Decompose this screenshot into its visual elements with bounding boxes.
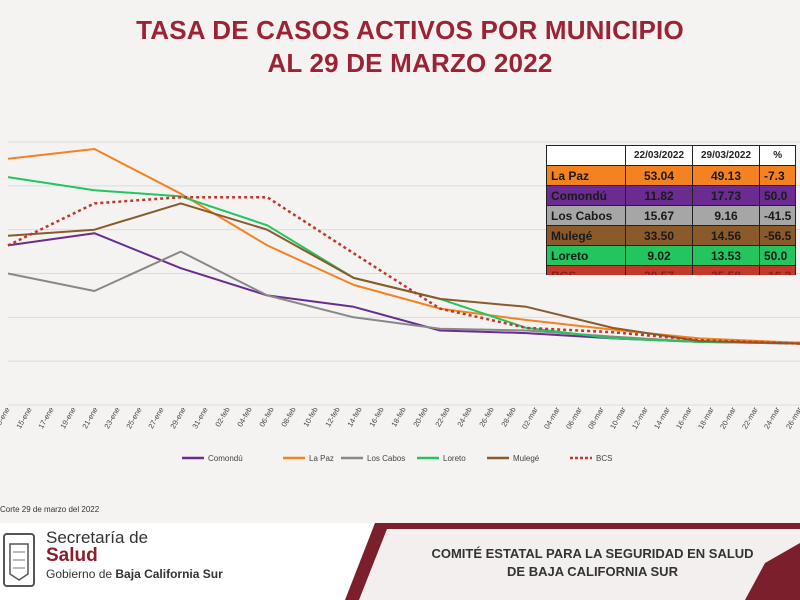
x-tick-label: 17-ene (36, 406, 55, 431)
row-percent-cell: -7.3 (758, 165, 797, 186)
x-tick-label: 10-feb (301, 406, 319, 429)
line-chart: 13-ene 15-ene 17-ene 19-ene 21-ene 23-ene 25-e… (0, 141, 800, 463)
series-line (7, 195, 800, 345)
x-tick-label: 04-feb (235, 406, 253, 429)
row-name-cell: La Paz (546, 165, 626, 186)
table-row: Comondú 11.82 17.73 50.0 (546, 185, 797, 206)
x-tick-label: 23-ene (102, 406, 121, 431)
series-line (7, 202, 800, 345)
x-tick-label: 28-feb (499, 406, 517, 429)
table-header-cell (546, 145, 626, 166)
x-tick-label: 14-feb (345, 406, 363, 429)
page-title: TASA DE CASOS ACTIVOS POR MUNICIPIO AL 2… (90, 14, 730, 80)
legend-label: Loreto (443, 454, 466, 463)
x-tick-label: 16-mar (674, 405, 694, 431)
x-tick-label: 12-feb (323, 406, 341, 429)
gobierno-label: Gobierno de Baja California Sur (46, 567, 223, 581)
legend-label: Los Cabos (367, 454, 405, 463)
x-tick-label: 26-mar (784, 405, 800, 431)
gobierno-state: Baja California Sur (115, 567, 223, 581)
legend-label: La Paz (309, 454, 334, 463)
x-tick-label: 15-ene (14, 406, 33, 431)
data-table-wrapper: 22/03/2022 29/03/2022 % La Paz 53.04 49.13… (546, 145, 800, 275)
x-tick-label: 19-ene (58, 406, 77, 431)
row-name-cell: Los Cabos (546, 205, 626, 226)
committee-line-1: COMITÉ ESTATAL PARA LA SEGURIDAD EN SALU… (431, 546, 754, 561)
row-percent-cell: -56.5 (758, 225, 797, 246)
row-value-29mar-cell: 14.56 (692, 225, 760, 246)
x-tick-label: 06-mar (564, 405, 584, 431)
legend-label: BCS (596, 454, 612, 463)
x-tick-label: 04-mar (542, 405, 562, 431)
table-row: Los Cabos 15.67 9.16 -41.5 (546, 205, 797, 226)
row-value-29mar-cell: 9.16 (692, 205, 760, 226)
x-tick-label: 02-feb (213, 406, 231, 429)
row-percent-cell: -16.3 (758, 265, 797, 275)
x-tick-label: 16-feb (367, 406, 385, 429)
row-percent-cell: 50.0 (758, 245, 797, 266)
table-row: Mulegé 33.50 14.56 -56.5 (546, 225, 797, 246)
x-tick-label: 08-mar (586, 405, 606, 431)
committee-banner (345, 523, 800, 600)
x-tick-label: 20-feb (411, 406, 429, 429)
x-tick-label: 02-mar (520, 405, 540, 431)
x-tick-label: 25-ene (124, 406, 143, 431)
x-tick-label: 06-feb (257, 406, 275, 429)
row-value-22mar-cell: 11.82 (625, 185, 693, 206)
table-header-cell: 29/03/2022 (692, 145, 760, 166)
row-value-29mar-cell: 25.58 (692, 265, 760, 275)
table-row: BCS30.5725.58-16.3 (546, 265, 797, 275)
secretaria-label: Secretaría de (46, 528, 149, 547)
row-name-cell: Loreto (546, 245, 626, 266)
x-tick-label: 29-ene (168, 406, 187, 431)
x-tick-label: 24-mar (762, 405, 782, 431)
row-value-29mar-cell: 49.13 (692, 165, 760, 186)
x-tick-label: 26-feb (477, 406, 495, 429)
committee-line-2: DE BAJA CALIFORNIA SUR (507, 564, 678, 579)
row-percent-cell: 50.0 (758, 185, 797, 206)
x-tick-label: 14-mar (652, 405, 672, 431)
title-line-1: TASA DE CASOS ACTIVOS POR MUNICIPIO (136, 15, 684, 45)
footnote: Corte 29 de marzo del 2022 (0, 505, 100, 514)
row-name-cell: Mulegé (546, 225, 626, 246)
legend-label: Mulegé (513, 454, 540, 463)
x-tick-label: 18-mar (696, 405, 716, 431)
table-header-cell: % (758, 145, 797, 166)
x-tick-label: 12-mar (630, 405, 650, 431)
table-header-row: 22/03/2022 29/03/2022 % (546, 145, 797, 166)
x-tick-label: 31-ene (190, 406, 209, 431)
row-name-cell: BCS (546, 265, 626, 275)
row-value-29mar-cell: 13.53 (692, 245, 760, 266)
data-table: 22/03/2022 29/03/2022 % La Paz 53.04 49.13… (546, 145, 797, 275)
row-value-29mar-cell: 17.73 (692, 185, 760, 206)
table-row: Loreto 9.02 13.53 50.0 (546, 245, 797, 266)
row-value-22mar-cell: 33.50 (625, 225, 693, 246)
legend-label: Comondú (208, 454, 243, 463)
x-tick-label: 27-ene (146, 406, 165, 431)
x-tick-label: 10-mar (608, 405, 628, 431)
x-tick-label: 21-ene (80, 406, 99, 431)
x-tick-label: 20-mar (718, 405, 738, 431)
x-tick-label: 22-feb (433, 406, 451, 429)
x-tick-label: 24-feb (455, 406, 473, 429)
table-row: La Paz 53.04 49.13 -7.3 (546, 165, 797, 186)
table-body: La Paz 53.04 49.13 -7.3 Comondú 11.82 17.73 50.… (546, 165, 797, 275)
title-line-2: AL 29 DE MARZO 2022 (267, 48, 553, 78)
x-tick-label: 18-feb (389, 406, 407, 429)
row-value-22mar-cell: 53.04 (625, 165, 693, 186)
state-seal-logo (3, 533, 35, 587)
table-header-cell: 22/03/2022 (625, 145, 693, 166)
gobierno-prefix: Gobierno de (46, 567, 116, 581)
row-value-22mar-cell: 9.02 (625, 245, 693, 266)
x-tick-label: 08-feb (279, 406, 297, 429)
row-value-22mar-cell: 15.67 (625, 205, 693, 226)
salud-label: Salud (46, 545, 98, 566)
row-value-22mar-cell: 30.57 (625, 265, 693, 275)
x-tick-label: 13-ene (0, 406, 12, 431)
committee-name: COMITÉ ESTATAL PARA LA SEGURIDAD EN SALU… (385, 545, 800, 581)
row-name-cell: Comondú (546, 185, 626, 206)
x-tick-label: 22-mar (740, 405, 760, 431)
row-percent-cell: -41.5 (758, 205, 797, 226)
